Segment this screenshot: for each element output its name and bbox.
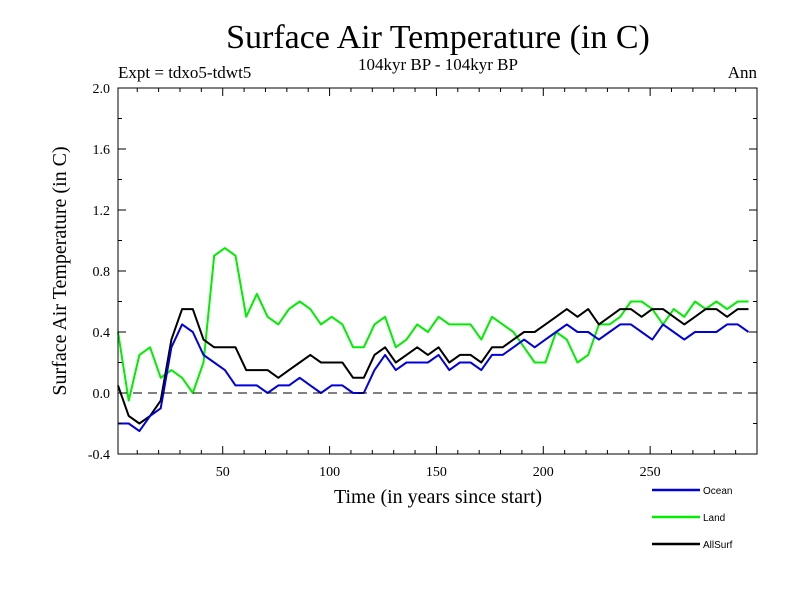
y-tick-label: 0.4: [93, 326, 111, 341]
period-label: 104kyr BP - 104kyr BP: [358, 55, 518, 74]
chart-title: Surface Air Temperature (in C): [226, 19, 650, 56]
season-label: Ann: [728, 63, 758, 82]
legend-label-ocean: Ocean: [703, 486, 732, 497]
x-tick-label: 100: [319, 465, 340, 480]
x-tick-label: 50: [216, 465, 230, 480]
tick-labels: 50 100 150 200 250 -0.4 0.0 0.4 0.8 1.2 1.6 2.0: [88, 82, 661, 480]
x-tick-label: 150: [426, 465, 447, 480]
y-tick-label: 2.0: [93, 82, 111, 97]
y-tick-label: -0.4: [88, 448, 110, 463]
experiment-label: Expt = tdxo5-tdwt5: [118, 63, 251, 82]
legend: Ocean Land AllSurf: [652, 486, 733, 551]
x-tick-label: 250: [640, 465, 661, 480]
series-line-land: [117, 247, 749, 402]
series-line-ocean: [118, 323, 750, 433]
x-tick-label: 200: [533, 465, 554, 480]
y-tick-label: 1.6: [93, 143, 111, 158]
legend-label-allsurf: AllSurf: [703, 540, 733, 551]
plot-series: [117, 247, 750, 433]
y-tick-label: 0.8: [93, 265, 111, 280]
y-tick-label: 0.0: [93, 387, 111, 402]
y-tick-label: 1.2: [93, 204, 111, 219]
y-axis-label: Surface Air Temperature (in C): [49, 146, 71, 395]
legend-label-land: Land: [703, 513, 725, 524]
plot-frame: [117, 87, 758, 455]
plot-axes: [117, 87, 758, 455]
x-axis-label: Time (in years since start): [334, 486, 542, 508]
series-line-allsurf: [117, 308, 749, 425]
